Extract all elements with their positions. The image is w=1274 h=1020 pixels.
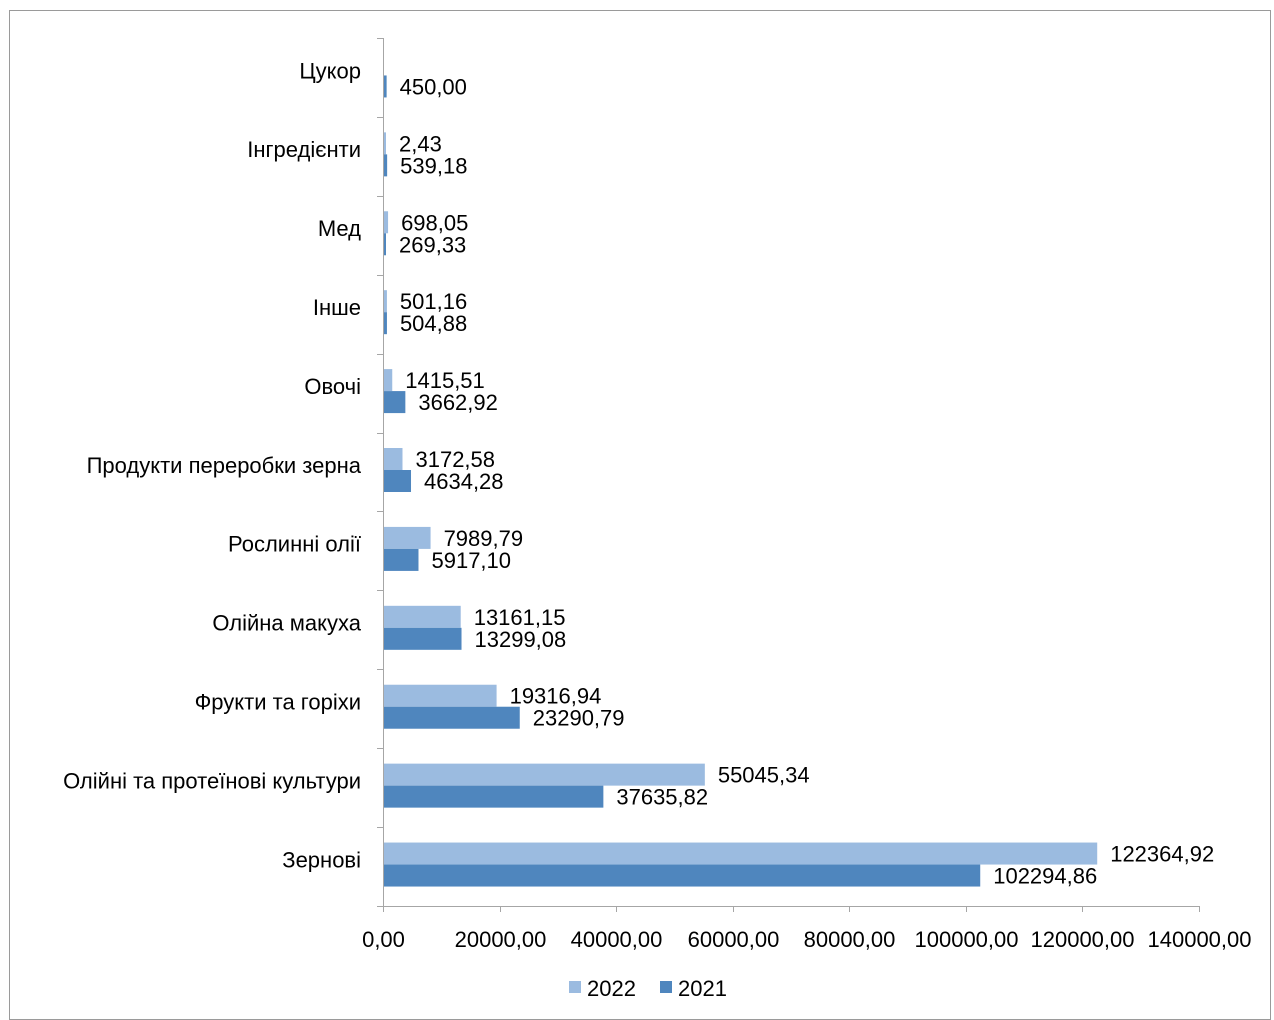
data-label: 102294,86: [993, 864, 1097, 889]
data-label: 4634,28: [424, 469, 504, 494]
bar-2021: [384, 548, 419, 571]
category-label: Цукор: [299, 58, 361, 83]
category-label: Інгредієнти: [247, 137, 361, 162]
legend-swatch-2022: [569, 981, 581, 993]
bar-2021: [384, 312, 387, 335]
data-label: 7989,79: [444, 526, 524, 551]
bar-2021: [384, 233, 386, 256]
data-label: 2,43: [399, 131, 442, 156]
category-label: Олійна макуха: [212, 611, 361, 636]
data-label: 501,16: [400, 289, 467, 314]
data-label: 539,18: [400, 153, 467, 178]
data-label: 3662,92: [418, 390, 498, 415]
bar-2022: [384, 369, 393, 392]
category-label: Олійні та протеїнові культури: [63, 768, 361, 793]
bar-2021: [384, 154, 388, 177]
category-label: Зернові: [282, 847, 361, 872]
x-tick-label: 60000,00: [688, 927, 780, 952]
data-label: 1415,51: [405, 368, 485, 393]
category-label: Інше: [313, 295, 361, 320]
data-label: 504,88: [400, 311, 467, 336]
data-label: 19316,94: [510, 684, 602, 709]
bar-2021: [384, 706, 520, 729]
legend-label: 2021: [678, 976, 727, 1001]
bar-2022: [384, 763, 705, 786]
bar-2021: [384, 864, 981, 887]
bar-2021: [384, 391, 406, 414]
bar-2022: [384, 211, 389, 234]
bar-2022: [384, 605, 461, 628]
bar-2022: [384, 842, 1098, 865]
data-label: 37635,82: [616, 785, 708, 810]
bar-2022: [384, 526, 431, 549]
data-label: 13161,15: [474, 605, 566, 630]
data-label: 698,05: [401, 210, 468, 235]
category-label: Фрукти та горіхи: [195, 690, 361, 715]
x-tick-label: 120000,00: [1031, 927, 1135, 952]
data-label: 55045,34: [718, 763, 810, 788]
data-label: 3172,58: [415, 447, 495, 472]
bar-2021: [384, 785, 604, 808]
x-tick-label: 0,00: [362, 927, 405, 952]
bar-2022: [384, 448, 403, 470]
data-label: 13299,08: [475, 627, 567, 652]
category-label: Мед: [318, 216, 361, 241]
bar-2022: [384, 132, 386, 155]
legend-label: 2022: [587, 976, 636, 1001]
bar-2021: [384, 470, 412, 492]
bar-2021: [384, 627, 462, 650]
x-tick-label: 140000,00: [1148, 927, 1252, 952]
x-tick-label: 20000,00: [455, 927, 547, 952]
data-label: 5917,10: [431, 548, 511, 573]
x-tick-label: 100000,00: [915, 927, 1019, 952]
category-label: Рослинні олії: [228, 532, 361, 557]
data-label: 23290,79: [533, 706, 625, 731]
category-label: Овочі: [304, 374, 361, 399]
x-tick-label: 40000,00: [571, 927, 663, 952]
category-label: Продукти переробки зерна: [87, 453, 362, 478]
x-tick-label: 80000,00: [804, 927, 896, 952]
data-label: 122364,92: [1110, 842, 1214, 867]
data-label: 450,00: [400, 74, 467, 99]
legend-swatch-2021: [660, 981, 672, 993]
bar-2021: [384, 75, 387, 98]
bar-2022: [384, 684, 497, 707]
data-label: 269,33: [399, 232, 466, 257]
bar-2022: [384, 290, 387, 313]
